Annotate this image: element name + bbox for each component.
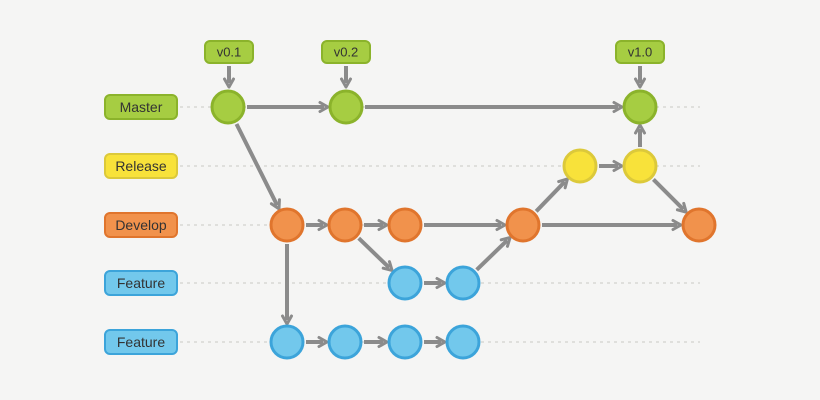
commit-node-f1a xyxy=(387,265,423,301)
branch-label-text-feature-2: Feature xyxy=(117,334,165,350)
commit-node-d4 xyxy=(505,207,541,243)
branch-label-box-master xyxy=(104,94,178,120)
branch-label-box-feature-2 xyxy=(104,329,178,355)
branch-label-master: Master xyxy=(104,94,178,120)
release-tag-box-v0.1 xyxy=(204,40,254,64)
commit-node-m3 xyxy=(622,89,658,125)
release-tag-box-v0.2 xyxy=(321,40,371,64)
commit-node-r2 xyxy=(622,148,658,184)
branch-label-release: Release xyxy=(104,153,178,179)
commit-node-d1 xyxy=(269,207,305,243)
commit-node-f2d xyxy=(445,324,481,360)
branch-label-develop: Develop xyxy=(104,212,178,238)
edge-d4-r1 xyxy=(534,177,569,213)
branch-label-text-feature-1: Feature xyxy=(117,275,165,291)
commit-node-f2c xyxy=(387,324,423,360)
branch-label-text-master: Master xyxy=(120,99,163,115)
branch-label-text-release: Release xyxy=(115,158,167,174)
release-tag-text-v1.0: v1.0 xyxy=(628,45,653,60)
edge-m1-d1 xyxy=(234,123,281,211)
branch-label-feature-2: Feature xyxy=(104,329,178,355)
branch-label-box-release xyxy=(104,153,178,179)
branch-label-text-develop: Develop xyxy=(115,217,167,233)
commit-node-r1 xyxy=(562,148,598,184)
branch-label-feature-1: Feature xyxy=(104,270,178,296)
release-tag-box-v1.0 xyxy=(615,40,665,64)
commit-node-m2 xyxy=(328,89,364,125)
edge-f1b-d4 xyxy=(475,236,512,272)
commit-node-f2b xyxy=(327,324,363,360)
release-tag-v0.1: v0.1 xyxy=(204,40,254,64)
commit-node-d3 xyxy=(387,207,423,243)
commit-node-f1b xyxy=(445,265,481,301)
release-tag-v0.2: v0.2 xyxy=(321,40,371,64)
commit-node-d2 xyxy=(327,207,363,243)
commit-node-d5 xyxy=(681,207,717,243)
release-tag-v1.0: v1.0 xyxy=(615,40,665,64)
edge-r2-d5 xyxy=(651,177,688,214)
commit-node-m1 xyxy=(210,89,246,125)
commit-node-f2a xyxy=(269,324,305,360)
edge-d2-f1a xyxy=(357,236,394,272)
release-tag-text-v0.2: v0.2 xyxy=(334,45,359,60)
branch-label-box-feature-1 xyxy=(104,270,178,296)
release-tag-text-v0.1: v0.1 xyxy=(217,45,242,60)
branch-label-box-develop xyxy=(104,212,178,238)
